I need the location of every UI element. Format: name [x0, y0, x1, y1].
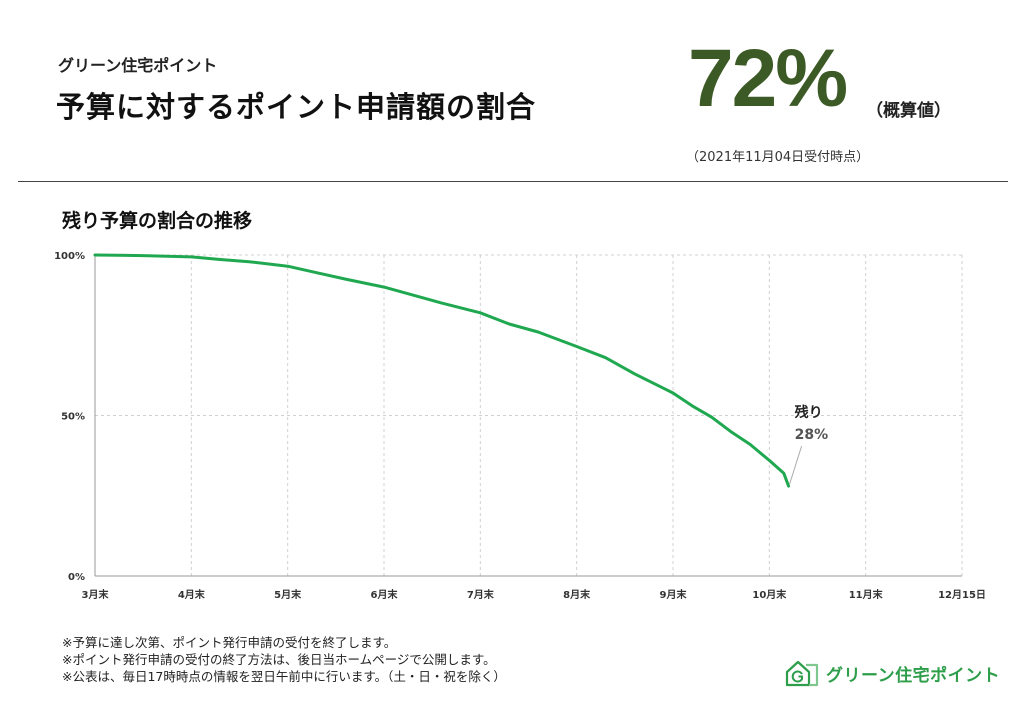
chart-series — [93, 253, 791, 488]
annotation-label: 残り — [795, 404, 823, 421]
x-tick-label: 10月末 — [752, 588, 787, 601]
footnote: ※公表は、毎日17時時点の情報を翌日午前中に行います。（土・日・祝を除く） — [62, 669, 506, 684]
approx-label: （概算値） — [866, 101, 951, 121]
x-tick-label: 12月15日 — [938, 589, 986, 601]
logo-text: グリーン住宅ポイント — [826, 665, 1001, 686]
logo: グリーン住宅ポイント — [784, 658, 1000, 688]
chart-heading: 残り予算の割合の推移 — [62, 210, 253, 232]
annotation-value: 28% — [795, 427, 829, 443]
ratio-percent: 72% — [688, 33, 848, 124]
x-tick-label: 4月末 — [178, 588, 206, 601]
header-divider — [18, 181, 1008, 182]
chart-grid — [94, 254, 963, 577]
chart-axes: 3月末 4月末 5月末 6月末 7月末 8月末 9月末 10月末 11月末 12月15日 0% 50%… — [54, 251, 986, 601]
y-tick-label: 0% — [68, 572, 85, 583]
as-of-date: （2021年11月04日受付時点） — [686, 150, 870, 165]
series-line — [93, 253, 791, 488]
house-g-icon — [785, 660, 819, 687]
x-tick-label: 3月末 — [82, 588, 110, 601]
y-tick-label: 100% — [54, 251, 85, 262]
x-tick-label: 11月末 — [849, 588, 884, 601]
x-tick-label: 8月末 — [563, 588, 591, 601]
page-title: 予算に対するポイント申請額の割合 — [56, 90, 537, 124]
x-tick-label: 7月末 — [467, 588, 495, 601]
x-tick-label: 9月末 — [660, 588, 688, 601]
footnote: ※予算に達し次第、ポイント発行申請の受付を終了します。 — [62, 635, 397, 650]
header-subtitle: グリーン住宅ポイント — [58, 56, 218, 75]
y-tick-label: 50% — [61, 412, 85, 423]
x-tick-label: 5月末 — [274, 588, 302, 601]
footnote: ※ポイント発行申請の受付の終了方法は、後日当ホームページで公開します。 — [62, 652, 496, 667]
footnotes: ※予算に達し次第、ポイント発行申請の受付を終了します。 ※ポイント発行申請の受付… — [62, 634, 506, 685]
chart-annotations: 残り 28% — [789, 404, 829, 485]
annotation-leader — [789, 445, 803, 485]
x-tick-label: 6月末 — [371, 588, 399, 601]
